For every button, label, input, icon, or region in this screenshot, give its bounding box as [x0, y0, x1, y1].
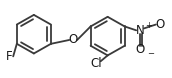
Text: +: + — [146, 21, 152, 30]
Text: Cl: Cl — [90, 57, 102, 70]
Text: N: N — [136, 24, 144, 37]
Text: O: O — [155, 18, 164, 31]
Text: −: − — [147, 49, 154, 58]
Text: O: O — [69, 33, 78, 46]
Text: F: F — [6, 50, 13, 63]
Text: O: O — [136, 43, 145, 56]
